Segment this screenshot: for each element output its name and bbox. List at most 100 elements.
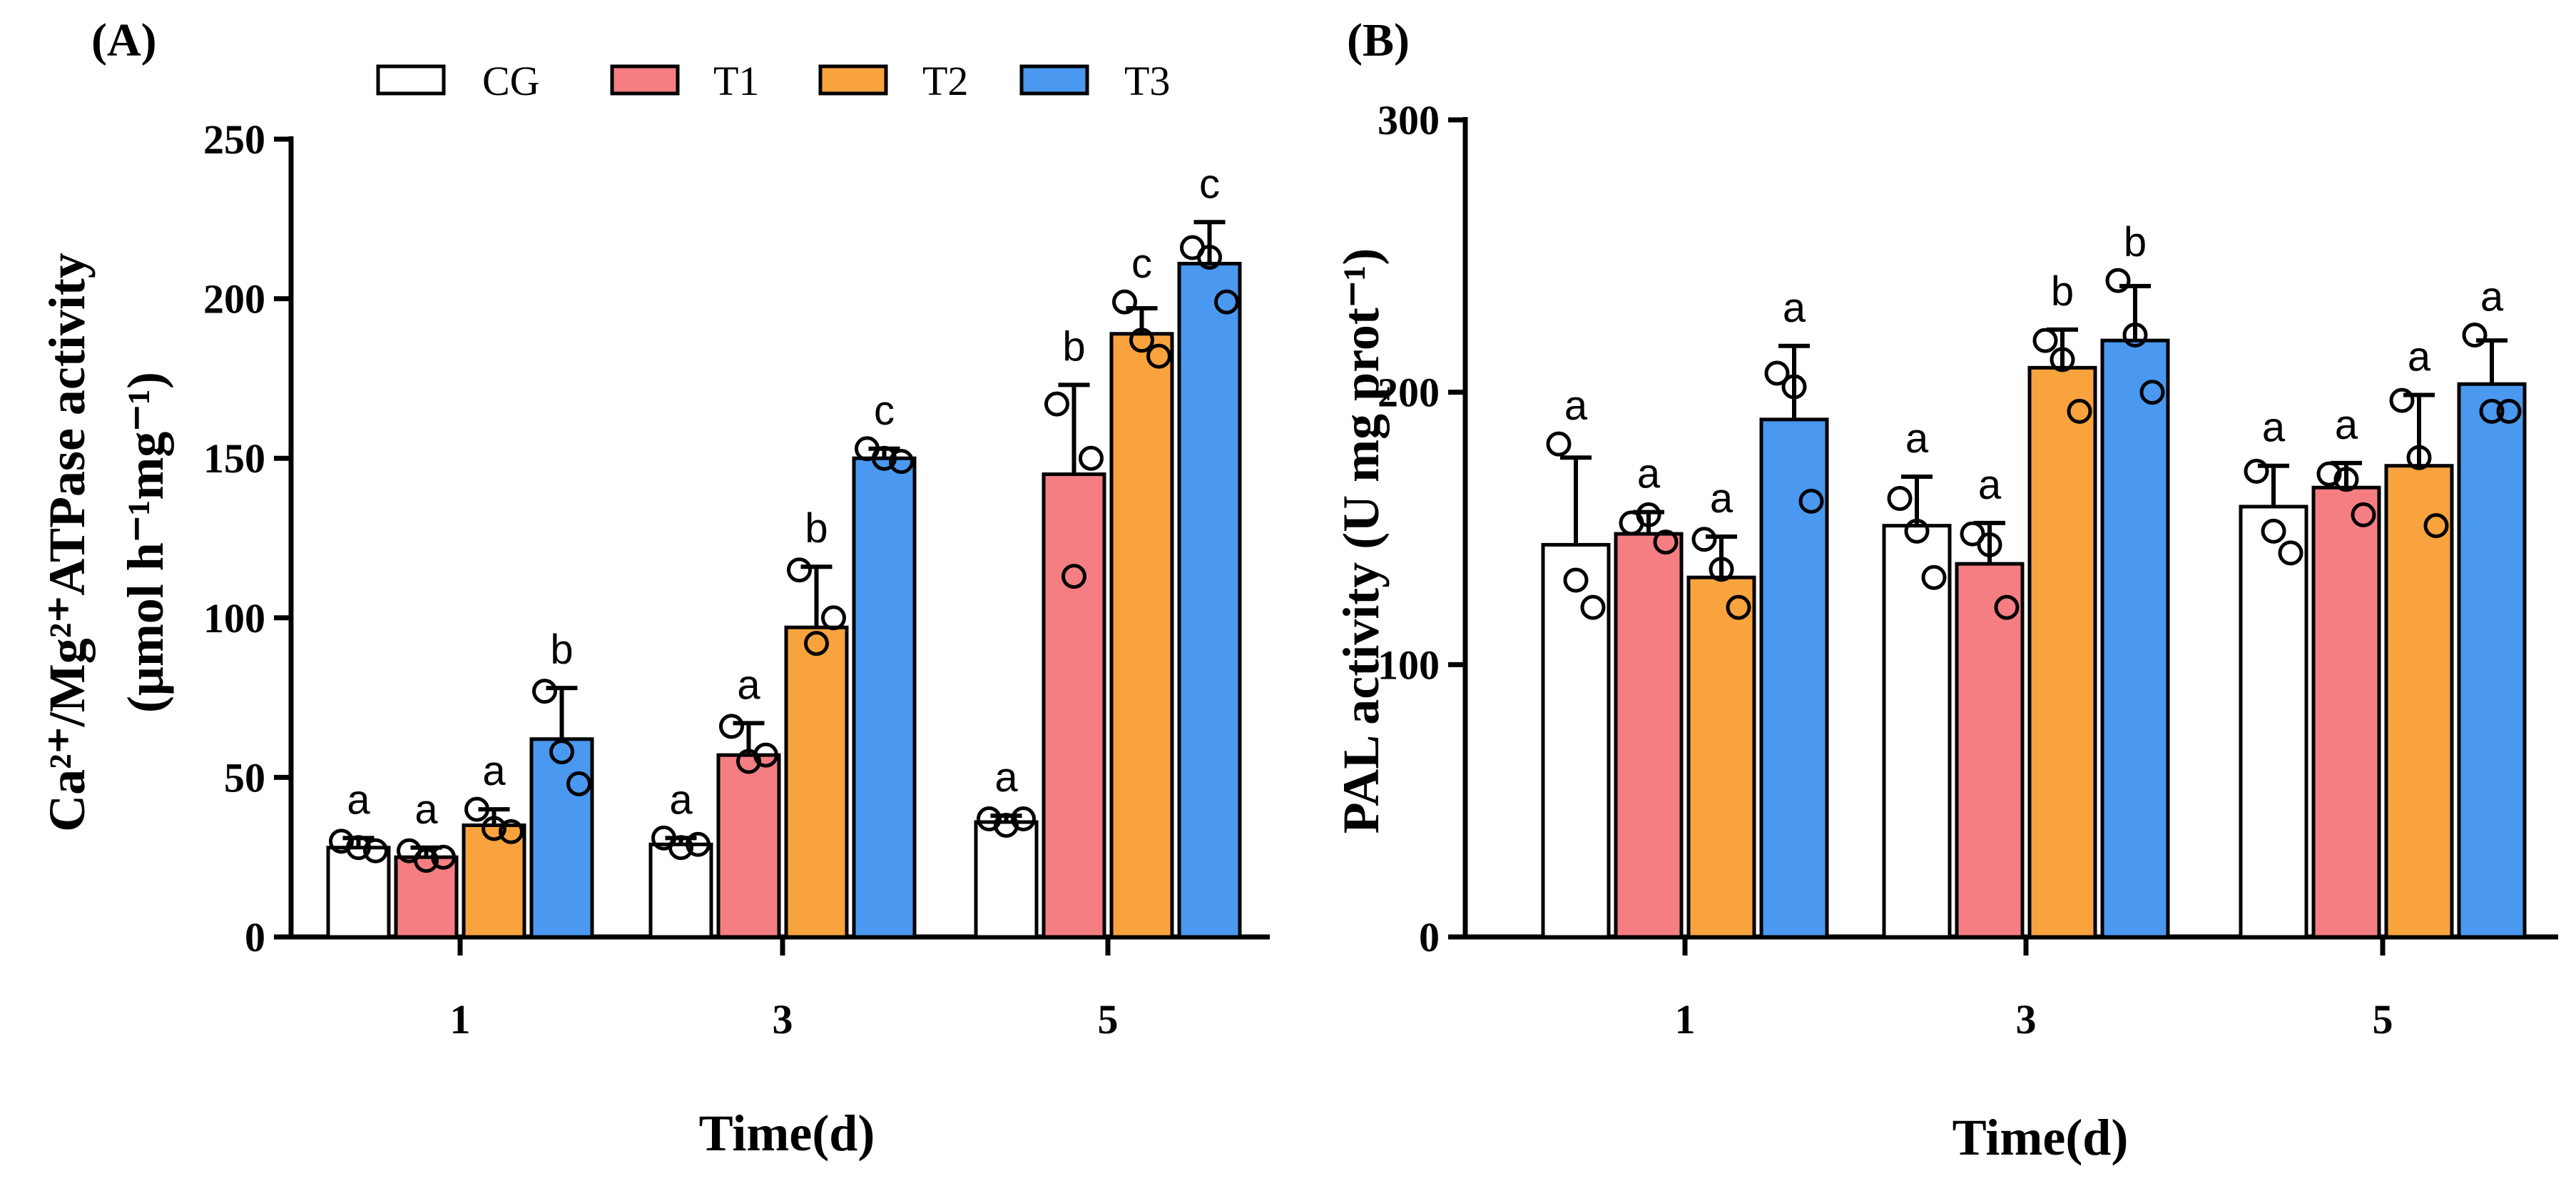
data-point: [414, 848, 439, 873]
data-point: [499, 818, 524, 844]
significance-letter: c: [1131, 240, 1152, 287]
bar-t2: [2027, 365, 2097, 939]
data-point: [2244, 458, 2269, 484]
bar-cg: [2239, 505, 2308, 939]
data-point: [2067, 398, 2092, 424]
data-point: [1044, 391, 1069, 417]
significance-letter: b: [550, 627, 573, 673]
significance-letter: a: [1710, 475, 1734, 522]
bar-cg: [1541, 542, 1611, 939]
significance-letter: a: [994, 754, 1018, 801]
data-point: [2462, 323, 2488, 348]
data-point: [2105, 268, 2131, 293]
data-point: [1079, 445, 1104, 471]
panel-a-y-tick-label: 250: [203, 116, 265, 163]
data-point: [346, 835, 371, 861]
significance-letter: c: [874, 387, 895, 434]
data-point: [2139, 380, 2165, 405]
significance-letter: b: [2124, 219, 2147, 265]
data-point: [1214, 289, 1239, 315]
significance-letter: a: [414, 786, 438, 833]
data-point: [549, 739, 574, 765]
data-point: [1764, 360, 1790, 386]
panel-b-y-tick-label: 100: [1378, 642, 1440, 688]
panel-a-y-tick-label: 100: [203, 595, 265, 642]
significance-letter: a: [1978, 462, 2002, 508]
bar-t1: [1042, 472, 1106, 939]
panel-a-x-tick-label: 3: [773, 996, 793, 1043]
data-point: [566, 771, 591, 796]
data-point: [1011, 806, 1036, 832]
significance-letter: a: [482, 748, 506, 794]
data-point: [1994, 594, 2020, 620]
bar-t1: [394, 855, 459, 939]
legend-swatch-t3: [1019, 64, 1089, 96]
data-point: [1977, 532, 2002, 557]
data-point: [1653, 529, 1679, 555]
panel-a-y-tick-label: 0: [245, 914, 265, 961]
legend-swatch-t1: [610, 64, 680, 96]
data-point: [1546, 431, 1572, 457]
bar-cg: [1882, 524, 1952, 939]
panel-a-y-tick-label: 200: [203, 276, 265, 323]
significance-letter: a: [1564, 382, 1588, 429]
panel-a-label: (A): [91, 14, 157, 66]
data-point: [482, 816, 506, 841]
data-point: [1726, 594, 1751, 620]
legend-label-t1: T1: [713, 58, 759, 104]
data-point: [1798, 488, 1824, 514]
significance-letter: c: [1199, 161, 1220, 207]
data-point: [2496, 398, 2522, 424]
bar-t3: [1759, 417, 1829, 939]
data-point: [2278, 540, 2303, 566]
data-point: [464, 796, 489, 822]
bar-t3: [852, 456, 917, 939]
panel-a-y-tick-label: 150: [203, 435, 265, 482]
bar-t1: [1614, 532, 1684, 939]
bar-t2: [2384, 464, 2454, 939]
significance-letter: a: [1905, 415, 1929, 462]
data-point: [2050, 347, 2075, 372]
data-point: [686, 831, 711, 857]
significance-letter: a: [1783, 285, 1806, 331]
legend-label-cg: CG: [482, 58, 540, 104]
data-point: [2406, 445, 2432, 470]
significance-letter: a: [347, 776, 370, 823]
bar-t1: [1955, 562, 2025, 939]
panel-b-x-tick-label: 5: [2373, 996, 2393, 1043]
bar-t3: [529, 737, 594, 939]
data-point: [363, 838, 388, 863]
data-point: [2122, 323, 2148, 348]
panel-b-y-tick-label: 200: [1378, 370, 1440, 416]
data-point: [1129, 328, 1154, 353]
data-point: [1580, 594, 1606, 620]
data-point: [431, 844, 456, 870]
data-point: [1112, 289, 1137, 315]
panel-a-y-title-line1: Ca²⁺/Mg²⁺ATPase activity: [39, 253, 96, 832]
bar-t2: [784, 625, 849, 939]
data-point: [2389, 387, 2415, 413]
data-point: [532, 679, 557, 704]
bar-t3: [2100, 338, 2170, 939]
data-point: [889, 449, 914, 475]
significance-letter: a: [1637, 451, 1661, 497]
legend-label-t3: T3: [1124, 58, 1170, 104]
panel-b-plot: 0 100 200 300 1 a a a a 3 a a b b 5 a a a a: [1378, 97, 2558, 1043]
bar-t3: [1177, 261, 1242, 939]
significance-letter: a: [2408, 333, 2431, 380]
panel-a-y-tick-label: 50: [224, 754, 265, 801]
data-point: [2261, 518, 2286, 544]
data-point: [804, 631, 829, 657]
panel-a: (A) Ca²⁺/Mg²⁺ATPase activity (μmol h⁻¹mg…: [39, 14, 1270, 1162]
legend: CG T1 T2 T3: [376, 58, 1170, 104]
bar-t2: [462, 823, 526, 939]
significance-letter: a: [2335, 402, 2358, 448]
data-point: [1691, 527, 1717, 552]
data-point: [1781, 374, 1807, 400]
legend-swatch-cg: [376, 64, 446, 96]
data-point: [2333, 467, 2359, 492]
significance-letter: a: [2262, 405, 2286, 451]
data-point: [1146, 343, 1171, 369]
significance-letter: b: [805, 505, 828, 552]
